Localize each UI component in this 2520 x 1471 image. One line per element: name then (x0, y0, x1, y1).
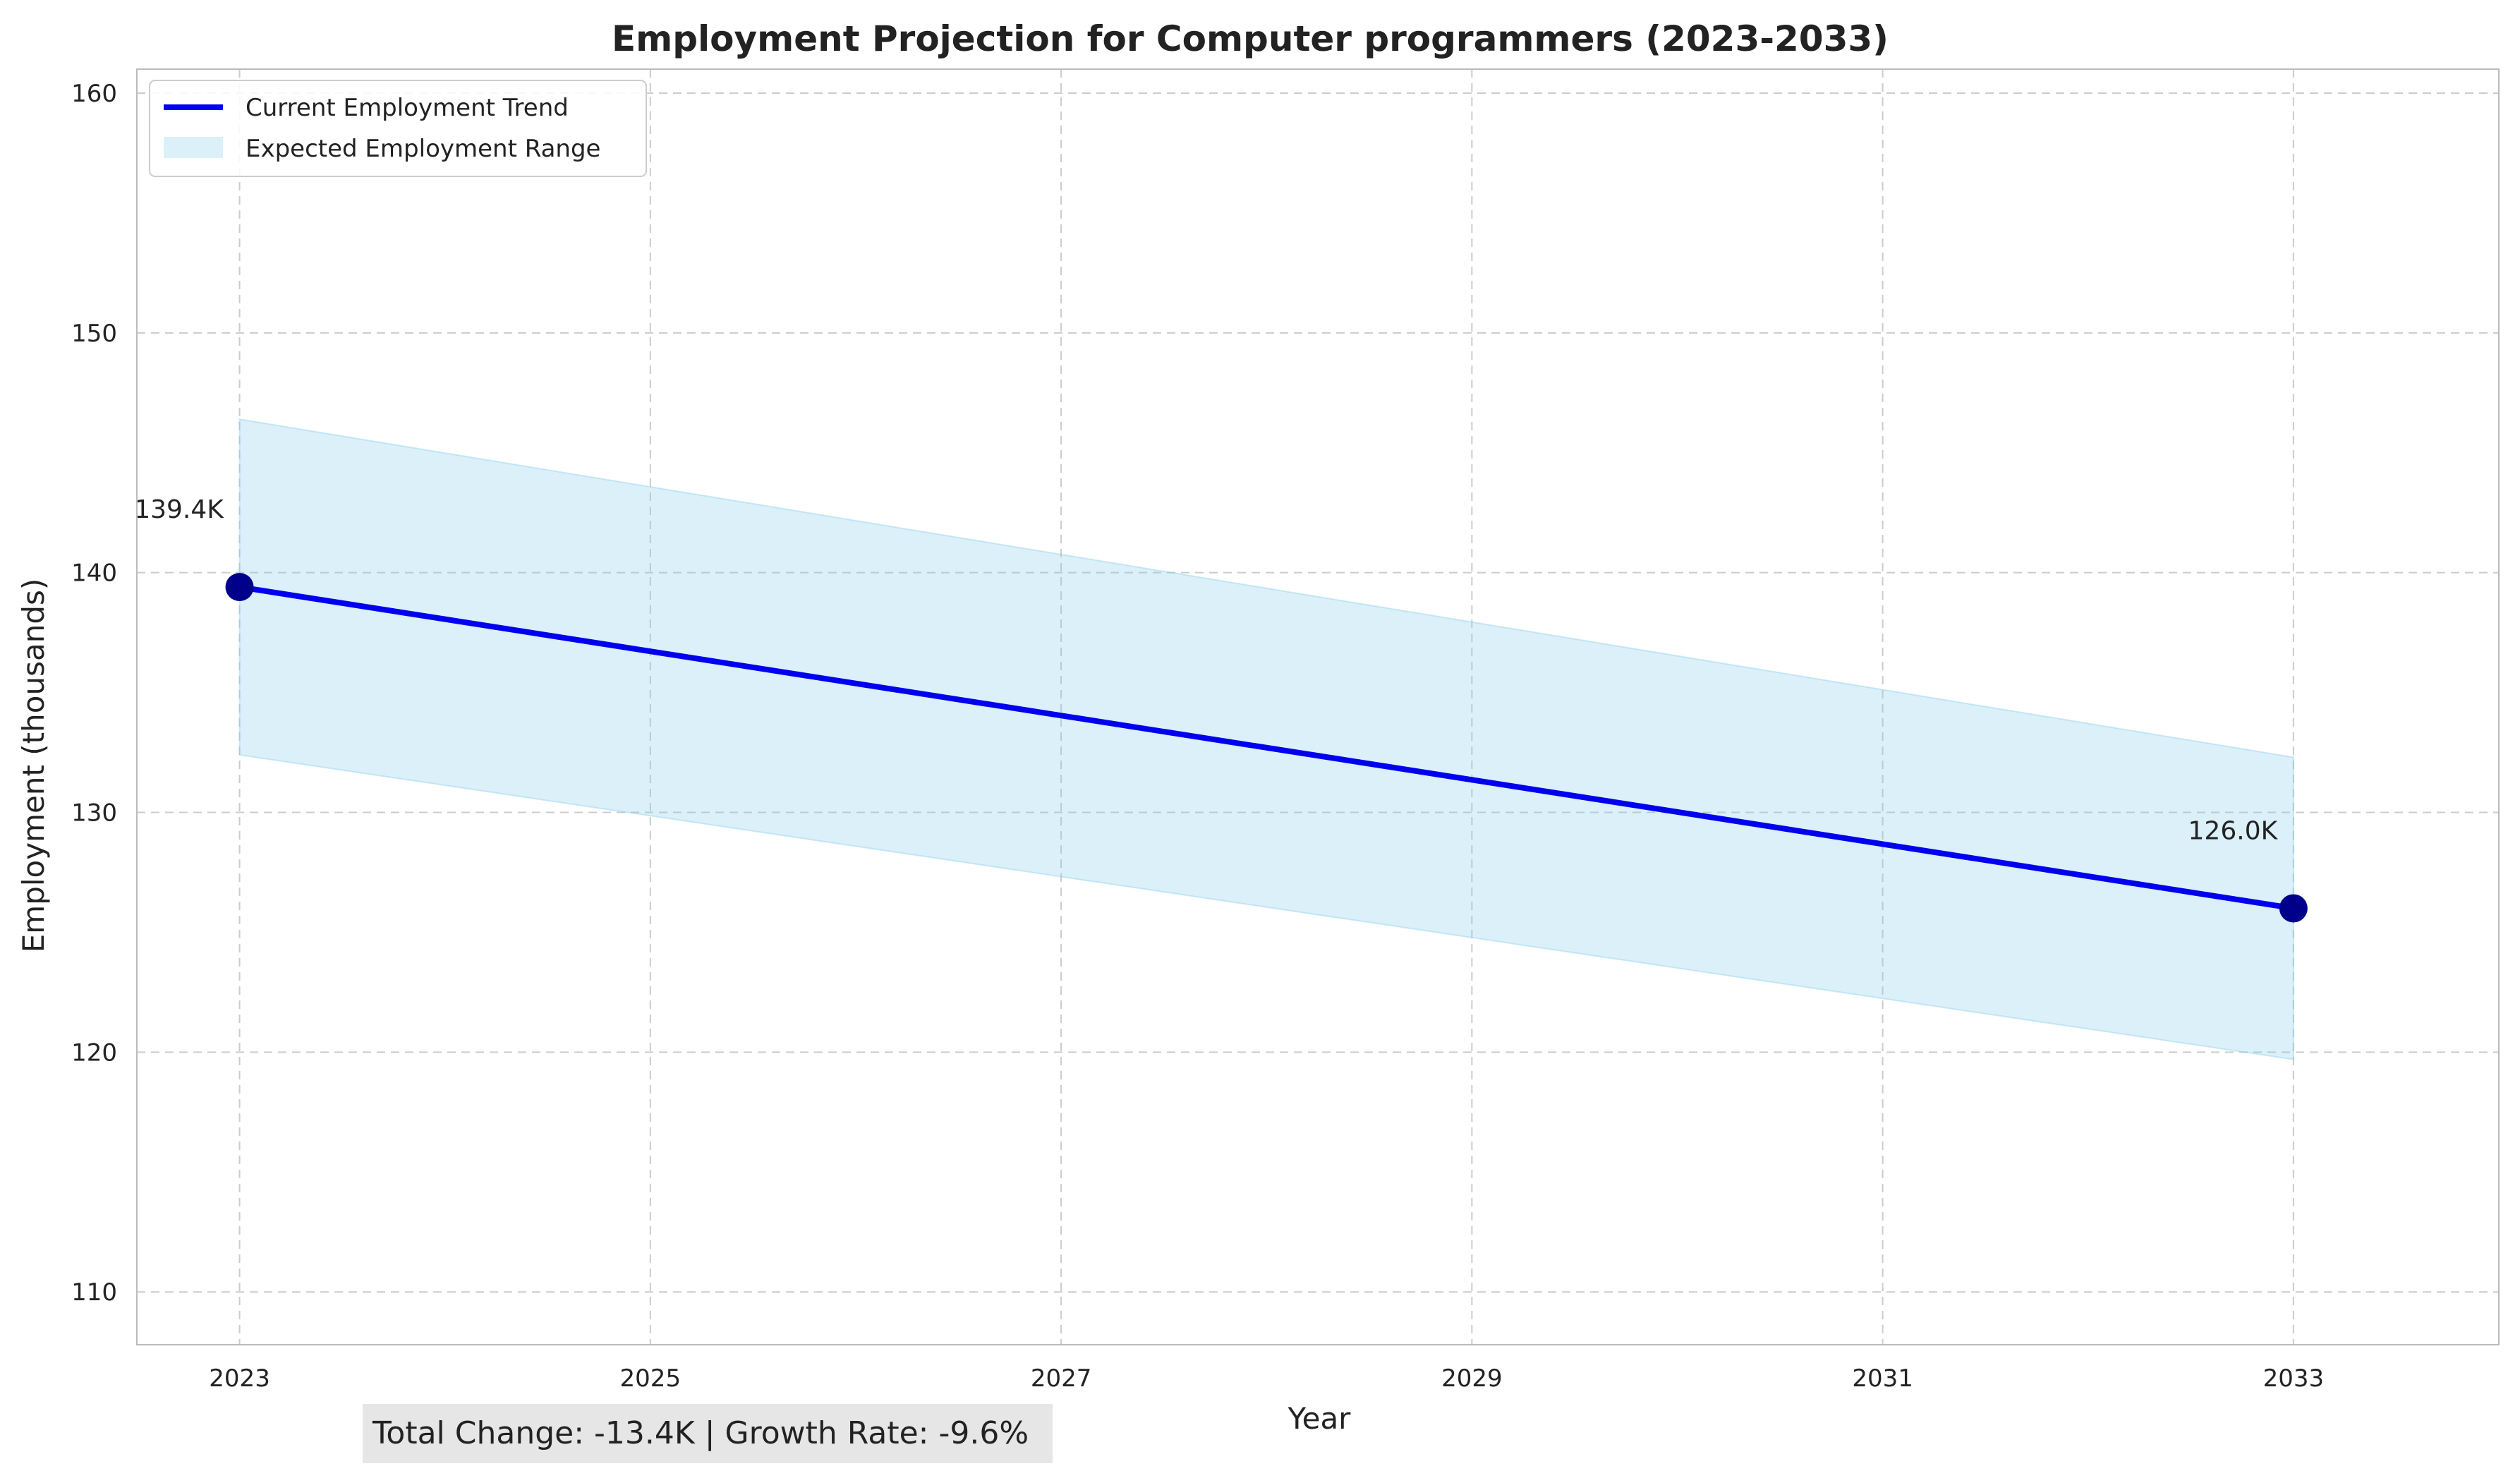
x-tick-labels: 2023 2025 2027 2029 2031 2033 (209, 1364, 2324, 1393)
y-tick-label: 120 (71, 1039, 117, 1067)
legend: Current Employment Trend Expected Employ… (149, 80, 647, 177)
legend-range-swatch (164, 137, 223, 158)
plot-frame (136, 68, 2500, 1345)
data-point-marker (2279, 894, 2308, 923)
marker-layer (225, 573, 2308, 923)
x-tick-label: 2025 (620, 1364, 682, 1393)
chart-title: Employment Projection for Computer progr… (612, 18, 1889, 59)
y-tick-label: 140 (71, 559, 117, 588)
summary-text: Total Change: -13.4K | Growth Rate: -9.6… (372, 1415, 1029, 1451)
legend-label-trend: Current Employment Trend (246, 94, 569, 122)
y-tick-label: 160 (71, 80, 117, 108)
y-tick-label: 130 (71, 799, 117, 828)
data-label: 126.0K (2188, 816, 2279, 845)
y-tick-label: 110 (71, 1278, 117, 1307)
x-tick-label: 2027 (1031, 1364, 1092, 1393)
expected-range-band (238, 418, 2294, 1060)
x-tick-label: 2031 (1852, 1364, 1913, 1393)
legend-label-range: Expected Employment Range (246, 135, 600, 163)
x-tick-label: 2029 (1441, 1364, 1503, 1393)
summary-background (363, 1404, 1053, 1463)
axes-frame (136, 68, 2500, 1345)
series-layer (236, 584, 2296, 912)
y-tick-label: 150 (71, 320, 117, 348)
annotation-layer: 139.4K 126.0K (134, 495, 2278, 845)
summary-box: Total Change: -13.4K | Growth Rate: -9.6… (363, 1404, 1053, 1463)
data-point-marker (225, 573, 254, 602)
x-axis-label: Year (1288, 1401, 1352, 1436)
legend-box (149, 80, 647, 177)
x-tick-label: 2033 (2263, 1364, 2325, 1393)
data-label: 139.4K (134, 495, 224, 524)
grid-lines (137, 69, 2499, 1345)
y-axis-label: Employment (thousands) (16, 579, 51, 952)
trend-line (236, 584, 2296, 912)
x-tick-label: 2023 (209, 1364, 270, 1393)
range-band-layer (238, 418, 2294, 1060)
y-tick-labels: 110 120 130 140 150 160 (71, 80, 117, 1307)
